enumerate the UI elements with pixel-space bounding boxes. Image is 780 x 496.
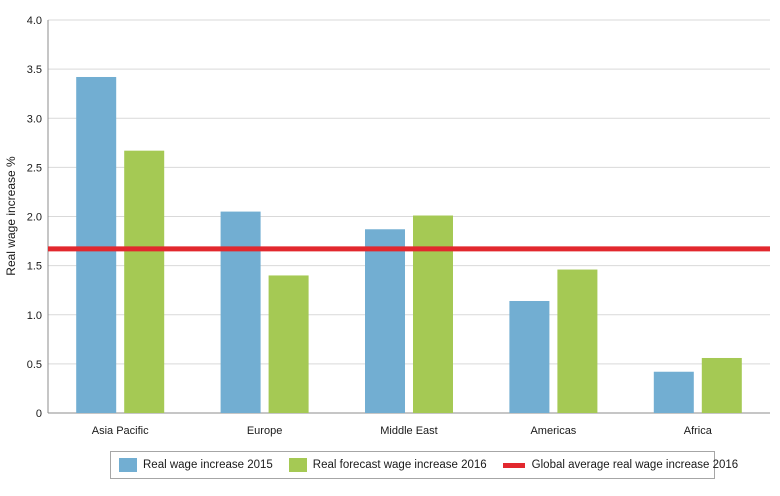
legend-item-global-average: Global average real wage increase 2016: [502, 459, 739, 471]
bar-2015-americas: [509, 300, 550, 413]
bar-2016-americas: [557, 269, 598, 413]
category-label: Asia Pacific: [92, 425, 149, 437]
legend-swatch-2016: [288, 458, 307, 472]
bar-2015-asia-pacific: [76, 76, 117, 414]
legend: Real wage increase 2015 Real forecast wa…: [110, 451, 738, 479]
bar-2015-middle-east: [365, 229, 405, 413]
grid-lines: [48, 19, 770, 365]
y-tick-label: 0: [36, 408, 42, 420]
category-label: Europe: [247, 425, 282, 437]
bar-2015-europe: [220, 211, 261, 413]
category-label: Africa: [684, 425, 713, 437]
y-tick-label: 2.0: [27, 212, 42, 224]
y-tick-label: 1.5: [27, 261, 42, 273]
y-tick-label: 4.0: [27, 15, 42, 27]
legend-swatch-2015: [119, 458, 137, 472]
y-tick-label: 1.0: [27, 310, 42, 322]
y-tick-label: 3.0: [27, 113, 42, 125]
y-tick-label: 2.5: [27, 162, 42, 174]
bars: [76, 76, 742, 414]
legend-item-2016: Real forecast wage increase 2016: [288, 458, 487, 472]
category-label: Middle East: [380, 425, 437, 437]
legend-label-global-average: Global average real wage increase 2016: [531, 459, 739, 471]
legend-label-2016: Real forecast wage increase 2016: [312, 459, 487, 471]
y-tick-label: 0.5: [27, 359, 42, 371]
y-axis-title: Real wage increase %: [4, 156, 18, 276]
category-label: Americas: [530, 425, 576, 437]
y-tick-label: 3.5: [27, 64, 42, 76]
axes: [47, 20, 770, 414]
legend-swatch-global-average: [502, 462, 525, 468]
y-tick-labels: 0 0.5 1.0 1.5 2.0 2.5 3.0 3.5 4.0: [27, 15, 42, 420]
legend-label-2015: Real wage increase 2015: [143, 459, 273, 471]
bar-2016-asia-pacific: [124, 150, 165, 414]
legend-item-2015: Real wage increase 2015: [119, 458, 273, 472]
bar-2016-middle-east: [413, 215, 453, 413]
bar-2015-africa: [653, 371, 694, 413]
bar-2016-europe: [268, 275, 309, 413]
category-labels: Asia Pacific Europe Middle East Americas Afr…: [92, 425, 713, 437]
bar-2016-africa: [701, 357, 742, 413]
